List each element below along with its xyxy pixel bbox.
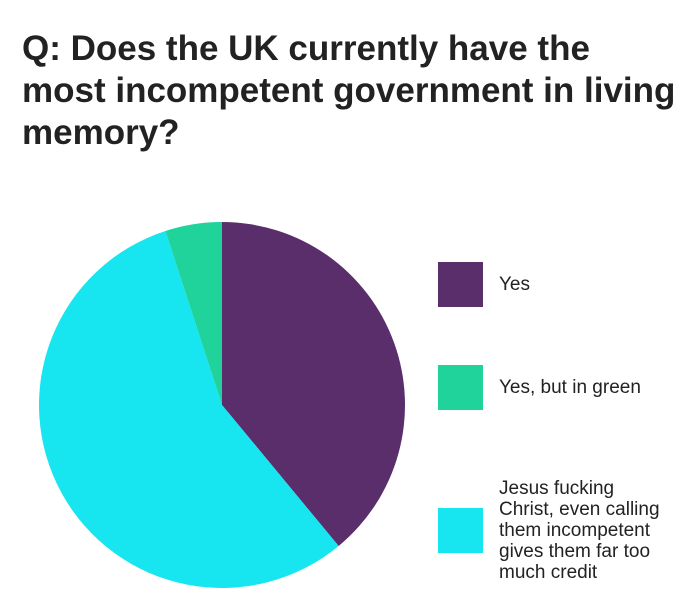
- pie-slice: [165, 222, 222, 405]
- legend-label: Yes, but in green: [499, 377, 641, 398]
- legend-label: Yes: [499, 274, 530, 295]
- pie-slice: [222, 222, 405, 547]
- legend-swatch: [438, 508, 483, 553]
- pie-chart: [38, 222, 405, 589]
- legend-item: Yes, but in green: [438, 365, 641, 410]
- legend-item: Yes: [438, 262, 530, 307]
- legend-swatch: [438, 262, 483, 307]
- legend-swatch: [438, 365, 483, 410]
- pie-slice: [38, 230, 339, 589]
- legend-label: Jesus fucking Christ, even calling them …: [499, 478, 660, 583]
- chart-title: Q: Does the UK currently have the most i…: [22, 29, 676, 152]
- legend-item: Jesus fucking Christ, even calling them …: [438, 478, 674, 583]
